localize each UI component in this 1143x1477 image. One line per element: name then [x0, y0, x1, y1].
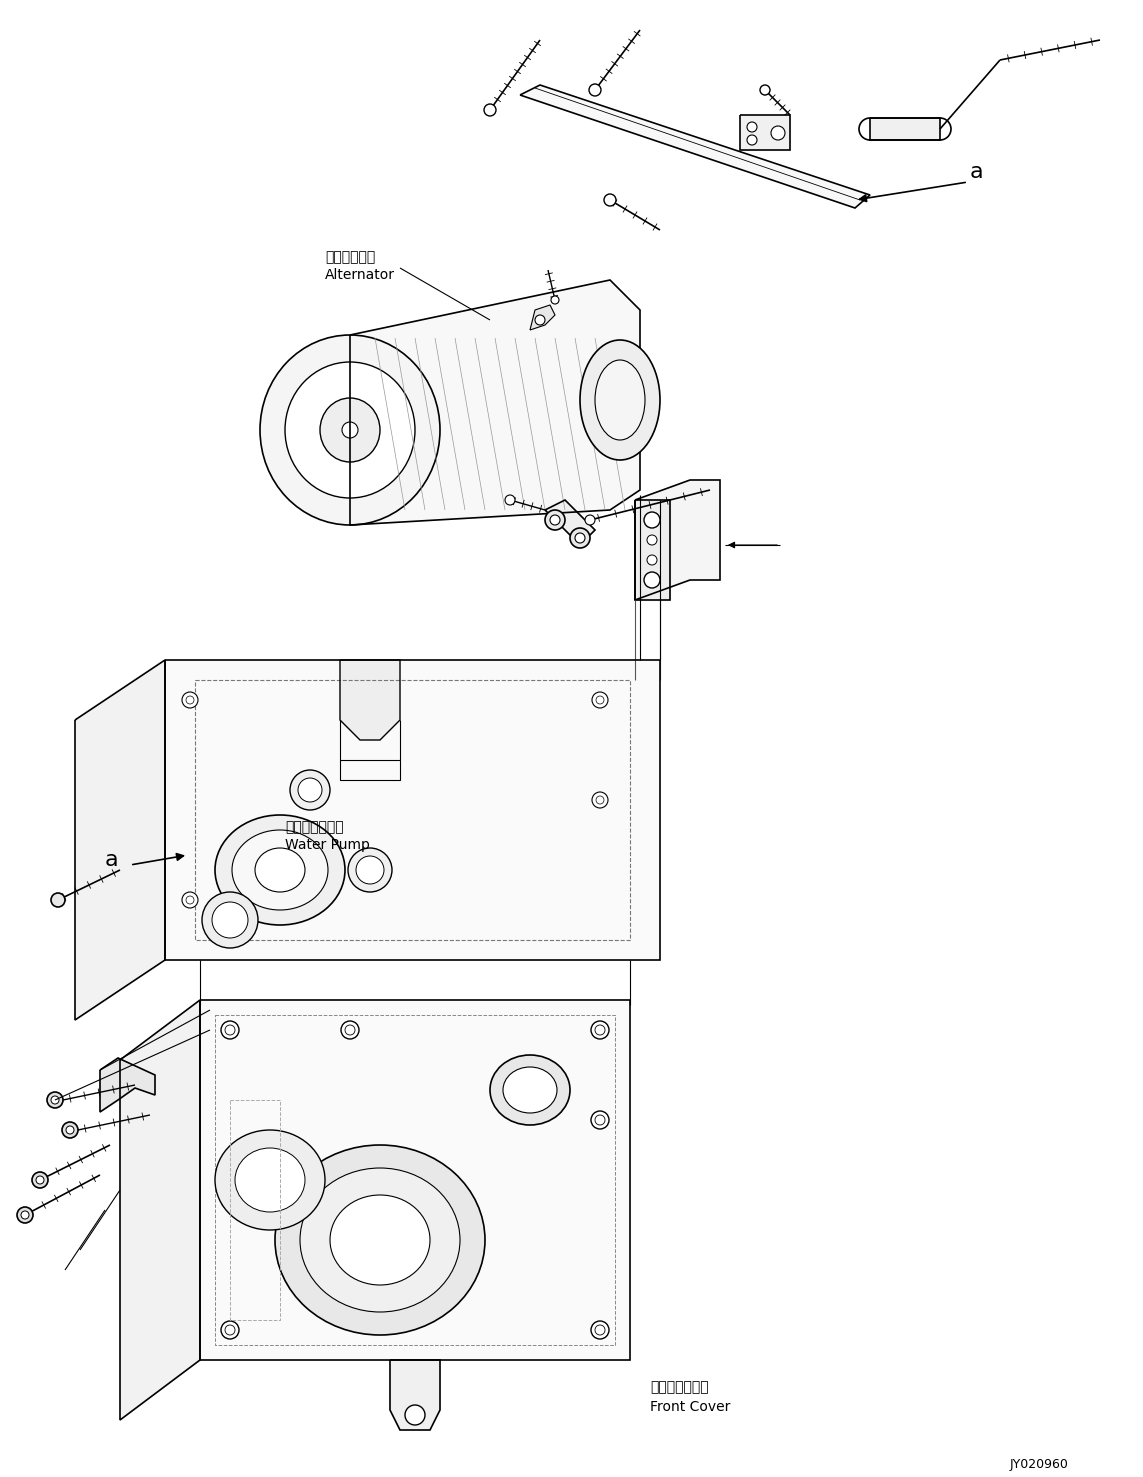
Polygon shape: [200, 1000, 630, 1360]
Circle shape: [211, 902, 248, 938]
Circle shape: [221, 1021, 239, 1038]
Circle shape: [355, 857, 384, 885]
Circle shape: [51, 1096, 59, 1103]
Circle shape: [342, 422, 358, 439]
Circle shape: [182, 693, 198, 707]
Polygon shape: [75, 660, 165, 1021]
Text: フロントカバー: フロントカバー: [650, 1380, 709, 1394]
Ellipse shape: [596, 360, 645, 440]
Circle shape: [647, 535, 657, 545]
Polygon shape: [120, 1000, 200, 1419]
Polygon shape: [165, 660, 660, 960]
Circle shape: [591, 1021, 609, 1038]
Circle shape: [644, 572, 660, 588]
Ellipse shape: [320, 397, 379, 462]
Circle shape: [66, 1125, 74, 1134]
Text: ウォータポンプ: ウォータポンプ: [285, 820, 344, 835]
Circle shape: [604, 193, 616, 205]
Circle shape: [347, 848, 392, 892]
Polygon shape: [520, 86, 870, 208]
Circle shape: [202, 892, 258, 948]
Circle shape: [221, 1320, 239, 1340]
Circle shape: [35, 1176, 43, 1185]
Circle shape: [596, 696, 604, 705]
Polygon shape: [339, 660, 400, 740]
Polygon shape: [99, 1058, 155, 1112]
Ellipse shape: [299, 1168, 459, 1312]
Circle shape: [596, 1115, 605, 1125]
Circle shape: [748, 134, 757, 145]
Ellipse shape: [215, 1130, 325, 1230]
Circle shape: [592, 792, 608, 808]
Circle shape: [748, 123, 757, 131]
Circle shape: [591, 1320, 609, 1340]
Circle shape: [535, 315, 545, 325]
Polygon shape: [740, 115, 790, 151]
Circle shape: [290, 770, 330, 809]
Circle shape: [405, 1405, 425, 1425]
Polygon shape: [636, 501, 670, 600]
Circle shape: [596, 1325, 605, 1335]
Text: Alternator: Alternator: [325, 267, 395, 282]
Circle shape: [62, 1123, 78, 1137]
Circle shape: [32, 1173, 48, 1188]
Circle shape: [345, 1025, 355, 1035]
Circle shape: [225, 1325, 235, 1335]
Text: Water Pump: Water Pump: [285, 837, 370, 852]
Ellipse shape: [285, 362, 415, 498]
Circle shape: [505, 495, 515, 505]
Circle shape: [592, 693, 608, 707]
Ellipse shape: [259, 335, 440, 524]
Ellipse shape: [232, 830, 328, 910]
Ellipse shape: [580, 340, 660, 459]
Circle shape: [483, 103, 496, 117]
Circle shape: [47, 1092, 63, 1108]
Circle shape: [221, 1190, 239, 1210]
Circle shape: [585, 515, 596, 524]
Circle shape: [545, 510, 565, 530]
Ellipse shape: [330, 1195, 430, 1285]
Polygon shape: [545, 501, 596, 545]
Circle shape: [51, 894, 65, 907]
Circle shape: [596, 796, 604, 803]
Text: オルタネータ: オルタネータ: [325, 250, 375, 264]
Polygon shape: [870, 118, 940, 140]
Circle shape: [225, 1195, 235, 1205]
Text: a: a: [970, 162, 984, 182]
Polygon shape: [390, 1360, 440, 1430]
Ellipse shape: [215, 815, 345, 925]
Circle shape: [225, 1025, 235, 1035]
Circle shape: [341, 1021, 359, 1038]
Circle shape: [550, 515, 560, 524]
Circle shape: [589, 84, 601, 96]
Circle shape: [186, 696, 194, 705]
Circle shape: [772, 126, 785, 140]
Text: Front Cover: Front Cover: [650, 1400, 730, 1413]
Ellipse shape: [503, 1066, 557, 1114]
Polygon shape: [636, 480, 720, 600]
Polygon shape: [530, 304, 555, 329]
Ellipse shape: [490, 1055, 570, 1125]
Ellipse shape: [275, 1145, 485, 1335]
Circle shape: [186, 897, 194, 904]
Ellipse shape: [255, 848, 305, 892]
Circle shape: [551, 295, 559, 304]
Circle shape: [182, 892, 198, 908]
Text: JY020960: JY020960: [1010, 1458, 1069, 1471]
Circle shape: [647, 555, 657, 566]
Circle shape: [596, 1025, 605, 1035]
Circle shape: [298, 778, 322, 802]
Text: a: a: [105, 849, 119, 870]
Circle shape: [644, 513, 660, 527]
Circle shape: [760, 86, 770, 95]
Ellipse shape: [235, 1148, 305, 1213]
Circle shape: [21, 1211, 29, 1219]
Circle shape: [570, 527, 590, 548]
Circle shape: [575, 533, 585, 544]
Circle shape: [591, 1111, 609, 1128]
Circle shape: [17, 1207, 33, 1223]
Polygon shape: [350, 281, 640, 524]
